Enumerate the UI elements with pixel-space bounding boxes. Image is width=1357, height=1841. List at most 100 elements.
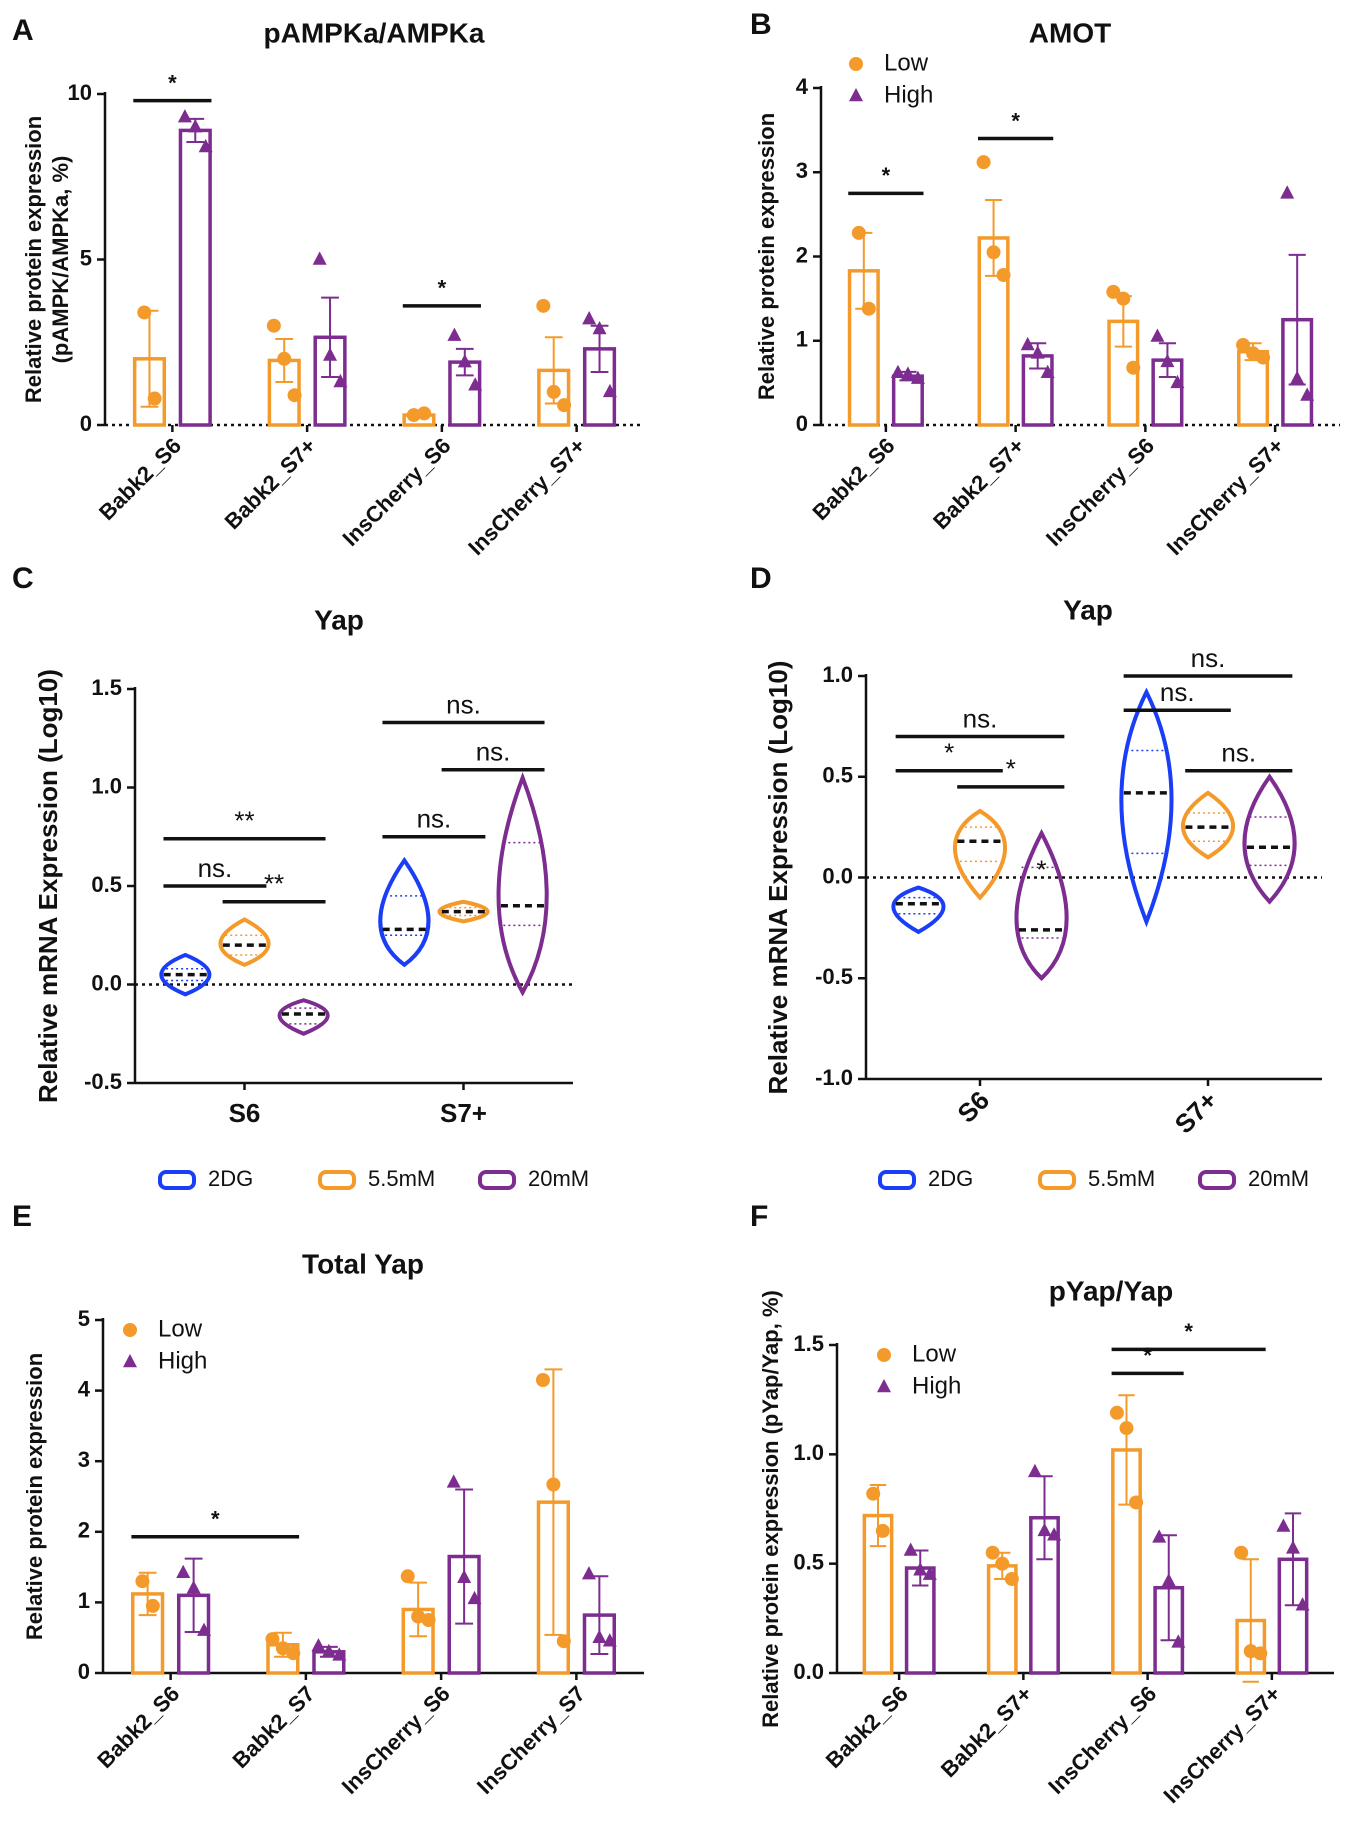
data-point — [581, 1566, 596, 1580]
y-tick-label: -0.5 — [815, 964, 853, 989]
x-tick-label: InsCherry_S6 — [1043, 1681, 1161, 1799]
data-point — [1040, 364, 1055, 379]
x-tick-label: InsCherry_S7 — [472, 1681, 590, 1799]
data-point — [536, 298, 551, 313]
y-tick-label: 1.0 — [793, 1440, 824, 1465]
x-tick-label: InsCherry_S6 — [337, 1681, 455, 1799]
y-tick-label: 5 — [80, 245, 92, 270]
data-point — [535, 1373, 550, 1388]
error-bar — [321, 296, 339, 379]
legend-label: 2DG — [928, 1166, 973, 1191]
data-point — [913, 1562, 928, 1576]
data-point — [1160, 353, 1175, 368]
significance-label: ns. — [417, 804, 452, 834]
y-axis-label: Relative protein expression (pYap/Yap, %… — [758, 1290, 783, 1728]
error-bar — [409, 1581, 428, 1638]
x-tick-label: Babk2_S6 — [92, 1681, 184, 1773]
y-tick-label: 2 — [796, 242, 808, 267]
data-point — [421, 1613, 436, 1628]
data-point — [265, 1632, 280, 1647]
chart-title: Yap — [314, 604, 364, 635]
annotation: * — [1036, 854, 1046, 884]
y-tick-label: 1 — [78, 1588, 90, 1613]
legend-marker — [849, 87, 863, 102]
data-point — [1116, 291, 1131, 306]
significance-label: ns. — [198, 853, 233, 883]
data-point — [447, 327, 462, 341]
data-point — [135, 1574, 150, 1589]
data-point — [446, 1474, 461, 1488]
legend-swatch — [878, 1170, 916, 1190]
legend-label: Low — [912, 1340, 957, 1367]
data-point — [467, 1590, 482, 1605]
legend-marker — [877, 1348, 891, 1362]
data-point — [406, 408, 421, 423]
data-point — [1285, 1540, 1300, 1554]
data-point — [851, 225, 866, 240]
panel-letter: C — [12, 562, 34, 595]
legend-label: 5.5mM — [368, 1166, 435, 1191]
chart-title: Yap — [1063, 594, 1113, 625]
legend-label: Low — [884, 49, 929, 76]
legend-label: High — [158, 1347, 207, 1374]
violin-body — [891, 885, 946, 935]
data-point — [556, 1634, 571, 1649]
y-tick-label: 1 — [796, 327, 808, 352]
error-bar — [455, 1488, 474, 1625]
data-point — [1300, 387, 1315, 401]
legend-swatch — [478, 1170, 516, 1190]
data-point — [986, 245, 1001, 260]
y-tick-label: 2 — [78, 1518, 90, 1543]
data-point — [582, 311, 597, 325]
significance-label: * — [211, 1507, 220, 1532]
data-point — [1236, 337, 1251, 352]
y-tick-label: 3 — [796, 158, 808, 183]
error-bar — [544, 1368, 563, 1636]
violin-body — [1181, 790, 1235, 860]
x-tick-label: S6 — [951, 1085, 995, 1129]
data-point — [1109, 1405, 1124, 1420]
x-tick-label: InsCherry_S7+ — [463, 433, 590, 560]
y-tick-label: 5 — [78, 1306, 90, 1331]
data-point — [286, 1646, 301, 1661]
violin-body — [496, 771, 549, 997]
significance-label: * — [1184, 1319, 1193, 1344]
significance-label: * — [168, 70, 177, 95]
x-tick-label: Babk2_S6 — [821, 1681, 913, 1773]
y-tick-label: 1.0 — [91, 773, 122, 798]
data-point — [1295, 1597, 1310, 1611]
x-tick-label: S7+ — [1169, 1085, 1223, 1139]
violin-body — [953, 808, 1007, 901]
data-point — [1126, 360, 1141, 375]
data-point — [417, 406, 432, 421]
y-axis-label: Relative protein expression — [754, 113, 779, 400]
data-point — [1276, 1518, 1291, 1532]
data-point — [176, 1564, 191, 1578]
y-tick-label: 4 — [796, 74, 809, 99]
y-tick-label: 4 — [78, 1376, 91, 1401]
x-tick-label: S6 — [229, 1098, 261, 1128]
panel-letter: F — [750, 1200, 768, 1233]
data-point — [311, 1638, 326, 1652]
data-point — [903, 1542, 918, 1556]
panel-letter: B — [750, 8, 772, 41]
legend-label: High — [884, 81, 933, 108]
legend-label: High — [912, 1372, 961, 1399]
data-point — [890, 364, 905, 379]
data-point — [321, 1643, 336, 1658]
y-tick-label: 0.0 — [91, 970, 122, 995]
data-point — [976, 155, 991, 170]
data-point — [145, 1598, 160, 1613]
error-bar — [1288, 253, 1306, 386]
significance-label: ns. — [446, 689, 481, 719]
data-point — [275, 1641, 290, 1656]
y-tick-label: 0.5 — [793, 1549, 824, 1574]
y-tick-label: -0.5 — [84, 1069, 122, 1094]
data-point — [1119, 1421, 1134, 1436]
legend-label: 20mM — [528, 1166, 589, 1191]
violin-body — [1242, 773, 1297, 905]
legend-marker — [849, 57, 863, 71]
y-tick-label: 0.0 — [822, 863, 853, 888]
y-axis-label: (pAMPK/AMPKa, %) — [48, 156, 73, 364]
y-tick-label: 10 — [68, 80, 92, 105]
